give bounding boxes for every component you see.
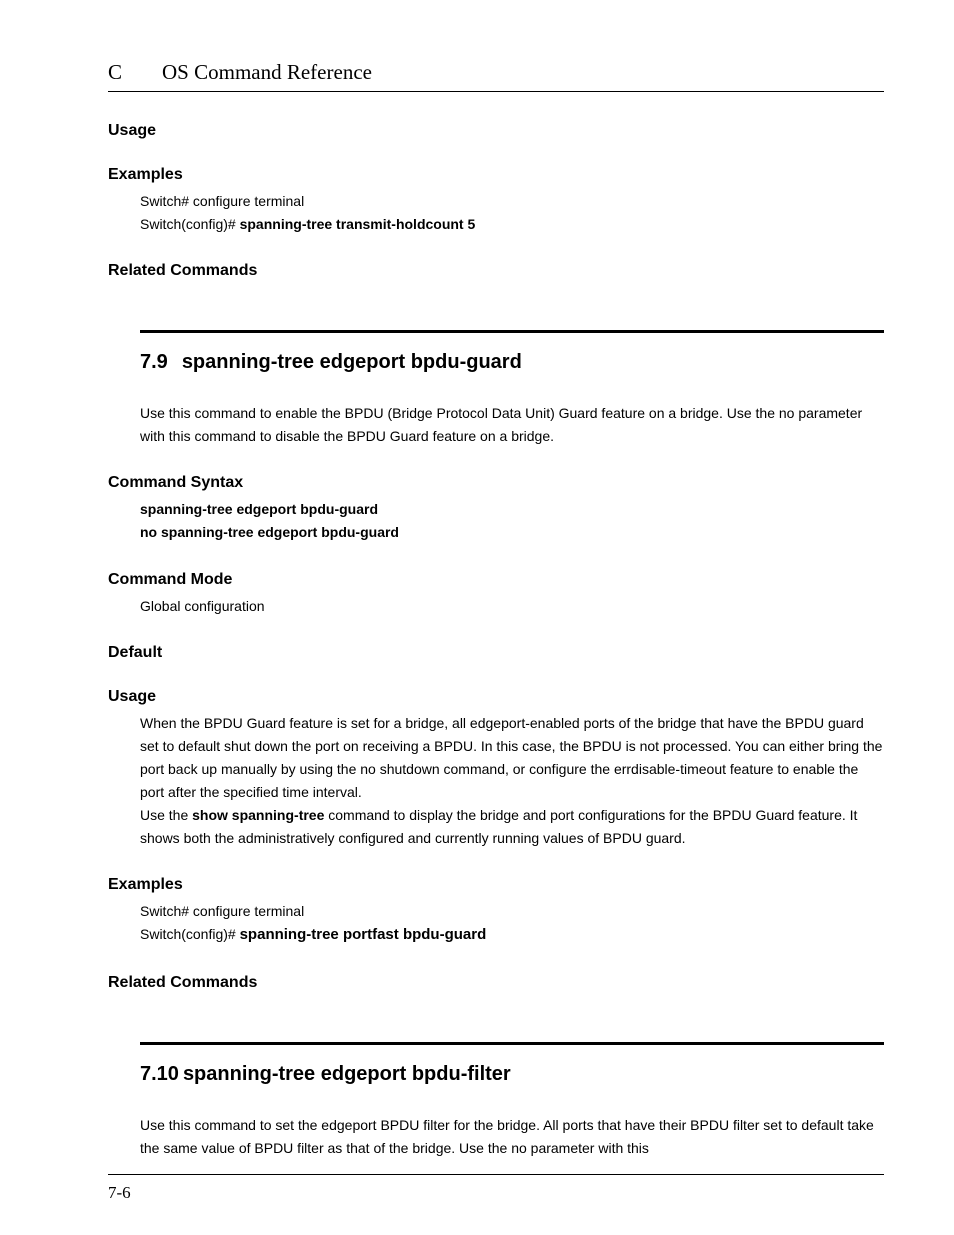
syntax-block: spanning-tree edgeport bpdu-guard no spa… (140, 498, 884, 544)
section-number: 7.9 (140, 351, 168, 374)
section-rule (140, 1042, 884, 1045)
related-commands-heading: Related Commands (108, 974, 884, 992)
example-line: Switch(config)# spanning-tree portfast b… (140, 923, 884, 948)
command-mode-heading: Command Mode (108, 571, 884, 589)
example-command: spanning-tree transmit-holdcount 5 (240, 216, 476, 232)
section-number: 7.10 (140, 1063, 179, 1086)
page-number: 7-6 (108, 1183, 131, 1203)
section-intro: Use this command to set the edgeport BPD… (140, 1114, 884, 1160)
command-mode-value: Global configuration (140, 595, 884, 618)
header-chapter: C (108, 60, 122, 85)
example-prefix: Switch(config)# (140, 926, 240, 942)
example-line: Switch# configure terminal (140, 190, 884, 213)
running-header: C OS Command Reference (108, 60, 884, 92)
example-prefix: Switch(config)# (140, 216, 240, 232)
usage-heading: Usage (108, 688, 884, 706)
command-syntax-heading: Command Syntax (108, 474, 884, 492)
section-title: spanning-tree edgeport bpdu-filter (183, 1063, 511, 1085)
syntax-line: no spanning-tree edgeport bpdu-guard (140, 521, 884, 544)
example-command: spanning-tree portfast bpdu-guard (240, 926, 487, 943)
usage-command-ref: show spanning-tree (192, 807, 324, 823)
section-heading-7-9: 7.9 spanning-tree edgeport bpdu-guard (140, 351, 884, 374)
usage-heading: Usage (108, 122, 884, 140)
section-heading-7-10: 7.10spanning-tree edgeport bpdu-filter (140, 1063, 884, 1086)
example-block: Switch# configure terminal Switch(config… (140, 190, 884, 236)
default-heading: Default (108, 644, 884, 662)
section-intro: Use this command to enable the BPDU (Bri… (140, 402, 884, 448)
usage-paragraph: Use the show spanning-tree command to di… (140, 804, 884, 850)
example-line: Switch# configure terminal (140, 900, 884, 923)
example-block: Switch# configure terminal Switch(config… (140, 900, 884, 948)
header-title: OS Command Reference (162, 60, 372, 85)
examples-heading: Examples (108, 876, 884, 894)
example-line: Switch(config)# spanning-tree transmit-h… (140, 213, 884, 236)
examples-heading: Examples (108, 166, 884, 184)
section-title: spanning-tree edgeport bpdu-guard (182, 351, 522, 373)
usage-paragraph: When the BPDU Guard feature is set for a… (140, 712, 884, 804)
usage-text: Use the (140, 807, 192, 823)
syntax-line: spanning-tree edgeport bpdu-guard (140, 498, 884, 521)
section-rule (140, 330, 884, 333)
related-commands-heading: Related Commands (108, 262, 884, 280)
footer-rule (108, 1174, 884, 1175)
page: C OS Command Reference Usage Examples Sw… (0, 0, 954, 1235)
